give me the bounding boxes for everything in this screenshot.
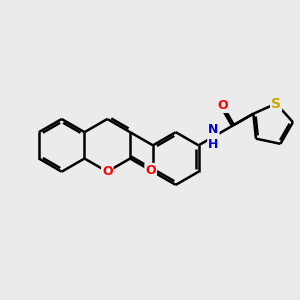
Text: O: O [145, 164, 156, 177]
Text: N
H: N H [208, 123, 219, 151]
Text: S: S [271, 97, 281, 111]
Text: O: O [102, 165, 112, 178]
Text: O: O [218, 99, 228, 112]
